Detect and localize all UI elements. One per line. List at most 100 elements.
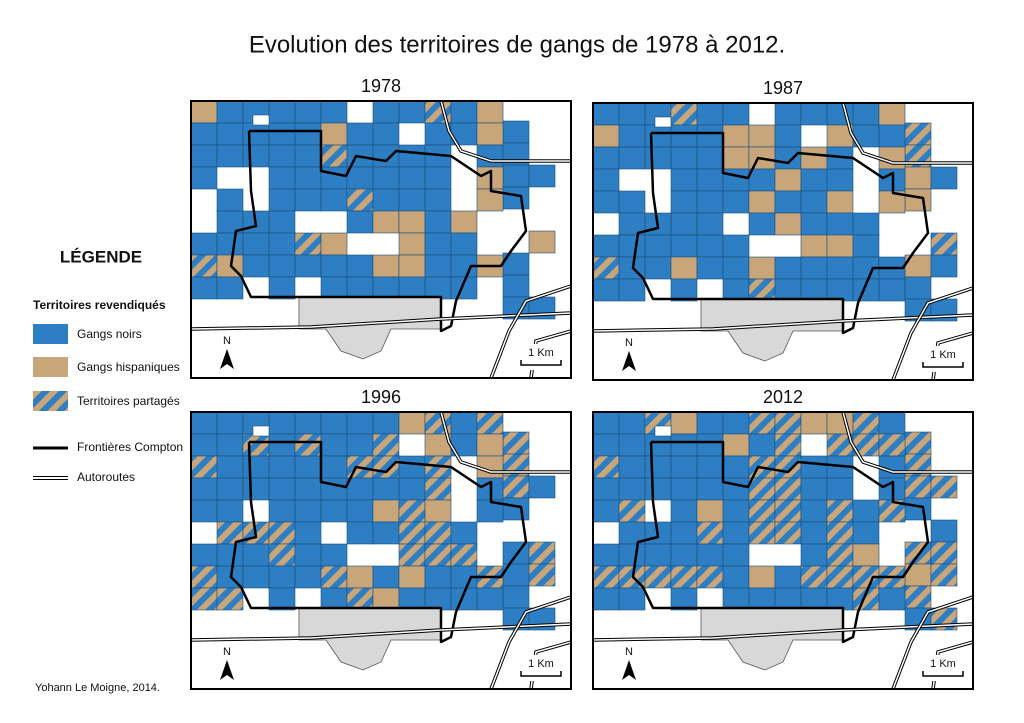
territory [398, 166, 426, 190]
territory [722, 124, 750, 148]
territory [878, 124, 906, 148]
map-frame [592, 102, 974, 381]
territory [722, 587, 750, 611]
territory [593, 234, 620, 258]
scale-bar [922, 671, 964, 677]
swatch-blue [33, 324, 68, 344]
territory [904, 585, 932, 609]
territory [216, 232, 244, 256]
territory [670, 433, 698, 457]
territory [191, 101, 218, 124]
territory [670, 212, 698, 236]
territory [476, 433, 504, 457]
map: N 1 Km [190, 100, 572, 379]
territory [372, 210, 400, 234]
territory [346, 122, 374, 146]
territory [450, 543, 478, 567]
territory [346, 210, 374, 234]
territory [904, 166, 932, 190]
territory [372, 587, 400, 611]
map: N 1 Km [592, 411, 974, 690]
territory [748, 212, 776, 236]
territory [424, 188, 452, 212]
north-arrow [220, 660, 234, 680]
territory [294, 232, 322, 256]
north-label: N [625, 646, 633, 658]
territory [696, 190, 724, 214]
territory [268, 166, 296, 190]
scale-label: 1 Km [930, 349, 956, 361]
territory [398, 477, 426, 501]
territory [618, 234, 646, 258]
territory [242, 433, 270, 457]
territory [696, 212, 724, 236]
territory [294, 433, 322, 457]
territory [800, 278, 828, 302]
territory [242, 122, 270, 146]
territory [930, 232, 958, 256]
territory [826, 190, 854, 214]
territory [904, 497, 932, 521]
territory [670, 168, 698, 192]
scale-label: 1 Km [528, 658, 554, 670]
territory [696, 146, 724, 170]
map: N 1 Km [190, 411, 572, 690]
territory [502, 475, 530, 499]
territory [268, 210, 296, 234]
north-arrow [622, 660, 636, 680]
territory [748, 499, 776, 523]
territory [450, 101, 478, 124]
territory [502, 585, 530, 609]
territory [696, 256, 724, 280]
territory [320, 543, 348, 567]
territory [826, 477, 854, 501]
territory [268, 455, 296, 479]
territory [424, 166, 452, 190]
territory [242, 232, 270, 256]
territory [398, 210, 426, 234]
territory [191, 122, 218, 146]
territory [216, 144, 244, 168]
territory [424, 587, 452, 611]
territory [424, 521, 452, 545]
territory [191, 166, 218, 190]
territory [722, 278, 750, 302]
territory [216, 433, 244, 457]
territory [696, 433, 724, 457]
legend-label: Autoroutes [77, 470, 135, 484]
territory [294, 188, 322, 212]
territory [852, 103, 880, 126]
territory [372, 276, 400, 300]
territory [670, 521, 698, 545]
territory [618, 499, 646, 523]
territory [800, 412, 828, 435]
territory [320, 232, 348, 256]
territory [424, 499, 452, 523]
territory [294, 412, 322, 435]
territory [268, 144, 296, 168]
territory [191, 412, 218, 435]
territory [346, 477, 374, 501]
territory [346, 433, 374, 457]
territory [320, 412, 348, 435]
territory [800, 543, 828, 567]
territory [593, 256, 620, 280]
territory [424, 232, 452, 256]
territory [476, 122, 504, 146]
highway-inner [842, 103, 973, 164]
territory [670, 278, 698, 302]
map-body [593, 412, 973, 689]
territory [800, 234, 828, 258]
map-frame [592, 411, 974, 690]
territory [593, 412, 620, 435]
territory [618, 190, 646, 214]
territory [398, 499, 426, 523]
territory [722, 565, 750, 589]
territory [800, 256, 828, 280]
territory [294, 122, 322, 146]
territory [618, 455, 646, 479]
territory [696, 543, 724, 567]
territory [774, 565, 802, 589]
territory [320, 101, 348, 124]
